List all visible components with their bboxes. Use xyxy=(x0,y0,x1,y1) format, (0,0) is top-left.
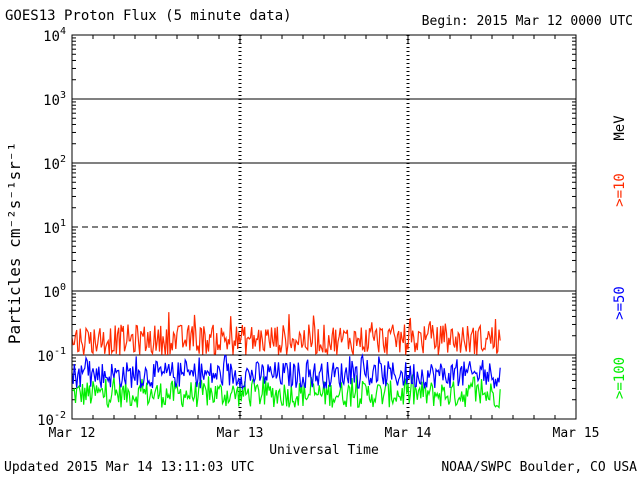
legend: >=10 >=50 >=100 MeV xyxy=(612,115,628,399)
x-axis-label: Universal Time xyxy=(269,443,379,458)
chart-title: GOES13 Proton Flux (5 minute data) xyxy=(5,8,292,24)
plot-frame xyxy=(71,34,577,420)
legend-series-label: >=10 xyxy=(612,173,628,207)
x-tick-label: Mar 15 xyxy=(553,426,600,441)
series-line xyxy=(71,312,501,356)
y-tick-label: 10-1 xyxy=(37,346,66,365)
x-tick-label: Mar 12 xyxy=(49,426,96,441)
y-tick-label: 103 xyxy=(43,90,66,109)
series-line xyxy=(71,353,501,391)
y-tick-label: 104 xyxy=(43,26,66,45)
grid-layer xyxy=(71,35,577,419)
y-tick-labels: 10-2 10-1 100 101 102 103 104 xyxy=(37,26,66,429)
source-credit: NOAA/SWPC Boulder, CO USA xyxy=(441,460,637,475)
x-tick-labels: Mar 12 Mar 13 Mar 14 Mar 15 xyxy=(49,426,600,441)
legend-series-label: >=100 xyxy=(612,357,628,399)
series-line xyxy=(71,374,501,409)
x-tick-label: Mar 14 xyxy=(385,426,432,441)
y-tick-label: 101 xyxy=(43,218,66,237)
y-tick-label: 102 xyxy=(43,154,66,173)
series-layer xyxy=(71,312,501,409)
y-tick-label: 10-2 xyxy=(37,410,66,429)
legend-series-label: >=50 xyxy=(612,286,628,320)
updated-time: Updated 2015 Mar 14 13:11:03 UTC xyxy=(4,460,255,475)
legend-unit-label: MeV xyxy=(612,115,628,141)
y-tick-label: 100 xyxy=(43,282,66,301)
x-tick-label: Mar 13 xyxy=(217,426,264,441)
y-axis-label: Particles cm⁻²s⁻¹sr⁻¹ xyxy=(5,142,24,344)
begin-time: Begin: 2015 Mar 12 0000 UTC xyxy=(421,14,633,29)
